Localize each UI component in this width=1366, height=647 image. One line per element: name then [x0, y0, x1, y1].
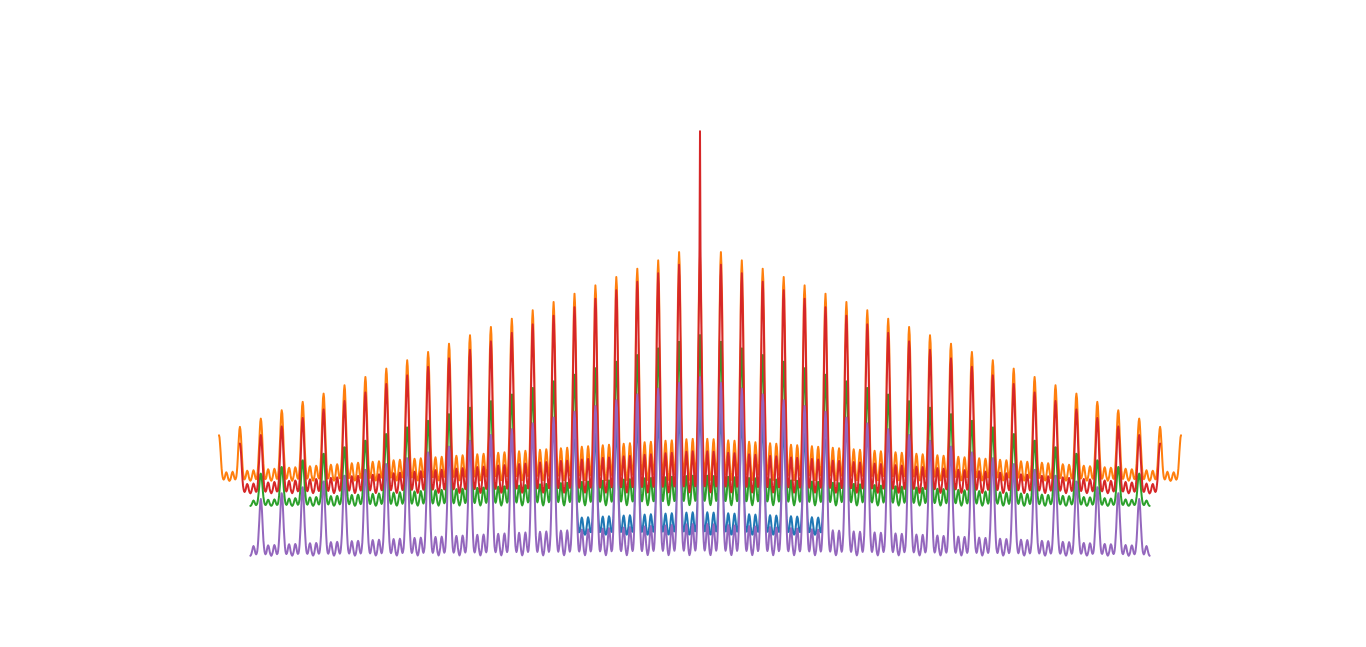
series-group — [218, 130, 1182, 557]
series-line-3 — [249, 334, 1151, 507]
series-line-5 — [249, 376, 1151, 557]
series-line-4 — [238, 130, 1162, 495]
